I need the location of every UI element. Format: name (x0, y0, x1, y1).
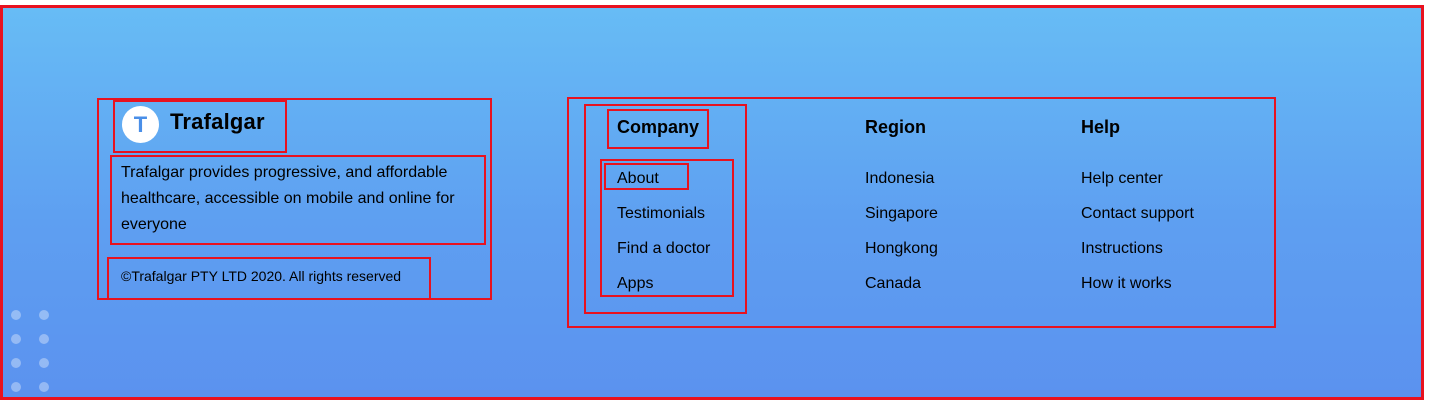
footer-link-canada[interactable]: Canada (865, 275, 922, 292)
company-title-box (607, 109, 709, 149)
footer-link-about[interactable]: About (617, 170, 659, 187)
dot-icon (39, 310, 49, 320)
decorative-dots (11, 310, 49, 392)
site-footer (0, 5, 1424, 400)
dot-icon (11, 310, 21, 320)
footer-link-indonesia[interactable]: Indonesia (865, 170, 935, 187)
brand-description: Trafalgar provides progressive, and affo… (121, 164, 455, 233)
footer-link-help-center[interactable]: Help center (1081, 170, 1163, 187)
footer-link-find-a-doctor[interactable]: Find a doctor (617, 240, 711, 257)
dot-icon (11, 358, 21, 368)
help-heading: Help (1081, 117, 1121, 137)
footer-link-testimonials[interactable]: Testimonials (617, 205, 706, 222)
footer-link-how-it-works[interactable]: How it works (1081, 275, 1172, 292)
links-columns (567, 97, 1276, 328)
company-heading: Company (617, 117, 700, 137)
dot-icon (39, 382, 49, 392)
footer-link-instructions[interactable]: Instructions (1081, 240, 1163, 257)
brand-name[interactable]: Trafalgar (170, 109, 265, 134)
footer-link-contact-support[interactable]: Contact support (1081, 205, 1194, 222)
about-link-box (604, 163, 689, 190)
company-links-box (600, 159, 734, 297)
dot-icon (39, 358, 49, 368)
brand-logo-row[interactable] (113, 100, 287, 153)
company-links: About Testimonials Find a doctor Apps (617, 164, 710, 304)
region-links: Indonesia Singapore Hongkong Canada (865, 164, 938, 304)
copyright-text: ©Trafalgar PTY LTD 2020. All rights rese… (121, 268, 402, 284)
region-heading: Region (865, 117, 926, 137)
footer-link-singapore[interactable]: Singapore (865, 205, 938, 222)
dot-icon (11, 334, 21, 344)
logo-icon[interactable]: T (122, 106, 159, 143)
copyright-box (107, 257, 431, 300)
brand-description-box (110, 155, 486, 245)
footer-link-apps[interactable]: Apps (617, 275, 654, 292)
help-links: Help center Contact support Instructions… (1081, 164, 1194, 304)
company-column (584, 104, 747, 314)
dot-icon (39, 334, 49, 344)
footer-link-hongkong[interactable]: Hongkong (865, 240, 938, 257)
dot-icon (11, 382, 21, 392)
